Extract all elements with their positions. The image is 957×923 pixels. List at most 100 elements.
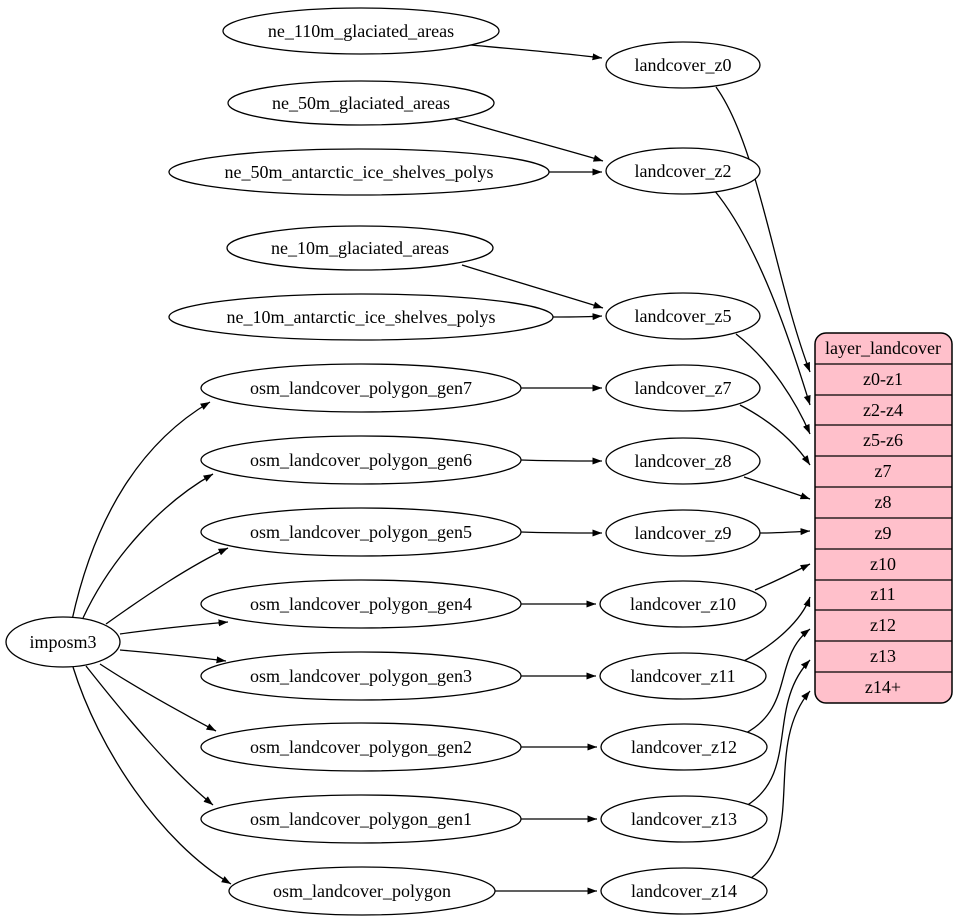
landcover_z13-ellipse: [600, 795, 768, 843]
node-osm_landcover_polygon_gen2: osm_landcover_polygon_gen2: [200, 722, 522, 772]
osm_landcover_polygon_gen4-ellipse: [200, 579, 522, 629]
landcover_z8-label: landcover_z8: [635, 451, 732, 471]
landcover_z9-ellipse: [605, 509, 761, 557]
imposm3-label: imposm3: [29, 632, 96, 652]
edge-imposm3-osm_landcover_polygon_gen1: [85, 665, 214, 806]
node-osm_landcover_polygon_gen7: osm_landcover_polygon_gen7: [200, 363, 522, 413]
node-landcover_z12: landcover_z12: [600, 723, 768, 771]
osm_landcover_polygon_gen1-label: osm_landcover_polygon_gen1: [250, 809, 472, 829]
osm_landcover_polygon_gen7-ellipse: [200, 363, 522, 413]
edge-landcover_z12-row-z12: [743, 628, 811, 735]
edge-ne_50m_glaciated_areas-landcover_z2: [454, 118, 604, 162]
osm_landcover_polygon_gen7-label: osm_landcover_polygon_gen7: [250, 378, 472, 398]
node-ne_50m_antarctic_ice_shelves_polys: ne_50m_antarctic_ice_shelves_polys: [168, 148, 550, 196]
record-row-z0-z1: z0-z1: [863, 369, 903, 389]
edge-landcover_z10-row-z10: [754, 563, 811, 591]
landcover_z9-label: landcover_z9: [635, 523, 732, 543]
record-row-z9: z9: [875, 523, 892, 543]
record-row-z5-z6: z5-z6: [863, 430, 903, 450]
imposm3-ellipse: [5, 616, 121, 668]
record-row-z7: z7: [875, 461, 892, 481]
landcover_z12-ellipse: [600, 723, 768, 771]
landcover_z5-label: landcover_z5: [635, 306, 732, 326]
edge-imposm3-osm_landcover_polygon_gen7: [71, 401, 211, 621]
record-row-z14plus: z14+: [865, 677, 901, 697]
record-row-z8: z8: [875, 492, 892, 512]
edge-imposm3-osm_landcover_polygon_gen2: [99, 663, 217, 732]
ne_10m_glaciated_areas-label: ne_10m_glaciated_areas: [271, 238, 449, 258]
node-landcover_z7: landcover_z7: [605, 364, 761, 412]
edge-landcover_z14-row-z14plus: [750, 690, 811, 879]
node-landcover_z8: landcover_z8: [605, 437, 761, 485]
landcover_z0-ellipse: [605, 41, 761, 89]
landcover_z14-label: landcover_z14: [631, 881, 737, 901]
node-osm_landcover_polygon_gen3: osm_landcover_polygon_gen3: [200, 651, 522, 701]
record-row-z12: z12: [870, 615, 896, 635]
osm_landcover_polygon_gen5-ellipse: [200, 507, 522, 557]
edge-osm_landcover_polygon_gen6-landcover_z8: [520, 457, 603, 465]
osm_landcover_polygon_gen2-label: osm_landcover_polygon_gen2: [250, 737, 472, 757]
edge-imposm3-osm_landcover_polygon: [72, 666, 232, 885]
osm_landcover_polygon-ellipse: [228, 866, 496, 916]
ne_110m_glaciated_areas-label: ne_110m_glaciated_areas: [268, 21, 454, 41]
osm_landcover_polygon_gen2-ellipse: [200, 722, 522, 772]
edge-imposm3-osm_landcover_polygon_gen5: [105, 547, 229, 625]
osm_landcover_polygon-label: osm_landcover_polygon: [273, 881, 451, 901]
node-osm_landcover_polygon_gen1: osm_landcover_polygon_gen1: [200, 794, 522, 844]
edge-imposm3-osm_landcover_polygon_gen3: [119, 649, 227, 664]
landcover_z7-ellipse: [605, 364, 761, 412]
record-row-z11: z11: [870, 584, 895, 604]
ne_50m_antarctic_ice_shelves_polys-label: ne_50m_antarctic_ice_shelves_polys: [225, 162, 494, 182]
landcover_z14-ellipse: [600, 867, 768, 915]
landcover_z12-label: landcover_z12: [631, 737, 737, 757]
osm_landcover_polygon_gen6-label: osm_landcover_polygon_gen6: [250, 450, 472, 470]
landcover_z10-label: landcover_z10: [630, 594, 736, 614]
node-osm_landcover_polygon_gen4: osm_landcover_polygon_gen4: [200, 579, 522, 629]
landcover_z11-label: landcover_z11: [630, 666, 735, 686]
ne_50m_glaciated_areas-ellipse: [227, 80, 495, 126]
record-layer_landcover: layer_landcover z0-z1 z2-z4 z5-z6 z7 z8 …: [814, 332, 953, 704]
landcover_z0-label: landcover_z0: [635, 55, 732, 75]
edge-ne_10m_glaciated_areas-landcover_z5: [461, 264, 604, 309]
node-landcover_z10: landcover_z10: [599, 580, 767, 628]
record-row-z13: z13: [870, 646, 896, 666]
node-landcover_z11: landcover_z11: [599, 652, 767, 700]
record-row-z10: z10: [870, 554, 896, 574]
osm_landcover_polygon_gen4-label: osm_landcover_polygon_gen4: [250, 594, 472, 614]
edge-landcover_z13-row-z13: [745, 659, 811, 807]
edge-landcover_z2-row-z2-z4: [713, 189, 811, 406]
edge-ne_110m_glaciated_areas-landcover_z0: [469, 44, 603, 61]
ne_10m_antarctic_ice_shelves_polys-label: ne_10m_antarctic_ice_shelves_polys: [227, 307, 496, 327]
node-osm_landcover_polygon: osm_landcover_polygon: [228, 866, 496, 916]
node-imposm3: imposm3: [5, 616, 121, 668]
node-landcover_z14: landcover_z14: [600, 867, 768, 915]
landcover_z2-label: landcover_z2: [635, 161, 732, 181]
node-osm_landcover_polygon_gen6: osm_landcover_polygon_gen6: [200, 435, 522, 485]
ne_10m_antarctic_ice_shelves_polys-ellipse: [168, 293, 554, 341]
node-landcover_z13: landcover_z13: [600, 795, 768, 843]
layer_landcover-title: layer_landcover: [825, 338, 941, 358]
node-ne_50m_glaciated_areas: ne_50m_glaciated_areas: [227, 80, 495, 126]
ne_110m_glaciated_areas-ellipse: [222, 7, 500, 55]
node-ne_10m_antarctic_ice_shelves_polys: ne_10m_antarctic_ice_shelves_polys: [168, 293, 554, 341]
landcover_z5-ellipse: [605, 292, 761, 340]
node-landcover_z0: landcover_z0: [605, 41, 761, 89]
edge-landcover_z9-row-z9: [759, 528, 811, 536]
edge-osm_landcover_polygon_gen5-landcover_z9: [520, 529, 603, 537]
node-osm_landcover_polygon_gen5: osm_landcover_polygon_gen5: [200, 507, 522, 557]
edge-landcover_z8-row-z8: [743, 476, 811, 500]
ne_50m_antarctic_ice_shelves_polys-ellipse: [168, 148, 550, 196]
edge-landcover_z5-row-z5-z6: [735, 333, 811, 435]
osm_landcover_polygon_gen3-ellipse: [200, 651, 522, 701]
edge-ne_10m_antarctic_ice_shelves_polys-landcover_z5: [552, 313, 603, 321]
edge-landcover_z11-row-z11: [739, 596, 811, 664]
edge-landcover_z0-row-z0-z1: [715, 86, 811, 373]
edge-imposm3-osm_landcover_polygon_gen4: [119, 619, 229, 635]
landcover_z8-ellipse: [605, 437, 761, 485]
edge-landcover_z7-row-z7: [739, 404, 811, 466]
osm_landcover_polygon_gen5-label: osm_landcover_polygon_gen5: [250, 522, 472, 542]
node-landcover_z5: landcover_z5: [605, 292, 761, 340]
node-ne_10m_glaciated_areas: ne_10m_glaciated_areas: [226, 225, 494, 271]
